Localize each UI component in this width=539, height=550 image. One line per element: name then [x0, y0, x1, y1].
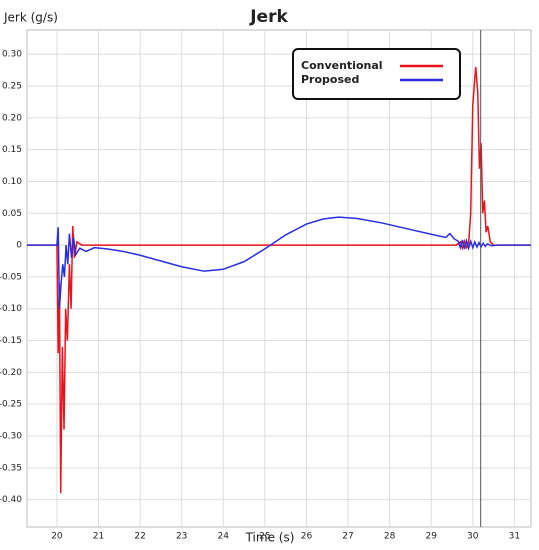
- x-tick-label: 29: [425, 532, 437, 542]
- x-tick-label: 24: [218, 532, 230, 542]
- y-tick-label: 0.05: [2, 209, 22, 219]
- y-tick-label: -0.20: [0, 368, 22, 378]
- plot-area: [26, 29, 532, 528]
- y-tick-label: 0.10: [2, 177, 22, 187]
- x-tick-label: 22: [134, 532, 145, 542]
- legend-label: Proposed: [301, 73, 359, 86]
- x-tick-label: 20: [51, 532, 63, 542]
- y-tick-label: 0.20: [2, 113, 22, 123]
- x-tick-label: 28: [384, 532, 396, 542]
- chart-title: Jerk: [249, 7, 288, 27]
- x-tick-label: 31: [509, 532, 520, 542]
- y-tick-label: 0: [16, 241, 22, 251]
- y-tick-label: -0.15: [0, 336, 22, 346]
- y-tick-label: 0.25: [2, 82, 22, 92]
- y-tick-label: -0.25: [0, 400, 22, 410]
- y-tick-label: -0.30: [0, 432, 22, 442]
- x-tick-label: 25: [259, 532, 270, 542]
- x-tick-label: 23: [176, 532, 187, 542]
- series-line: [27, 216, 531, 309]
- y-axis-label: Jerk (g/s): [3, 11, 58, 25]
- x-tick-label: 30: [467, 532, 479, 542]
- y-tick-label: -0.35: [0, 463, 22, 473]
- legend-box: [292, 48, 461, 100]
- y-tick-label: 0.15: [2, 145, 22, 155]
- y-tick-label: -0.40: [0, 495, 22, 505]
- x-tick-label: 27: [342, 532, 353, 542]
- y-tick-label: 0.30: [2, 50, 22, 60]
- legend-label: Conventional: [301, 59, 383, 72]
- x-tick-label: 21: [93, 532, 104, 542]
- y-tick-label: -0.05: [0, 272, 22, 282]
- x-tick-label: 26: [301, 532, 313, 542]
- y-tick-label: -0.10: [0, 304, 22, 314]
- x-axis-label: Time (s): [245, 531, 295, 545]
